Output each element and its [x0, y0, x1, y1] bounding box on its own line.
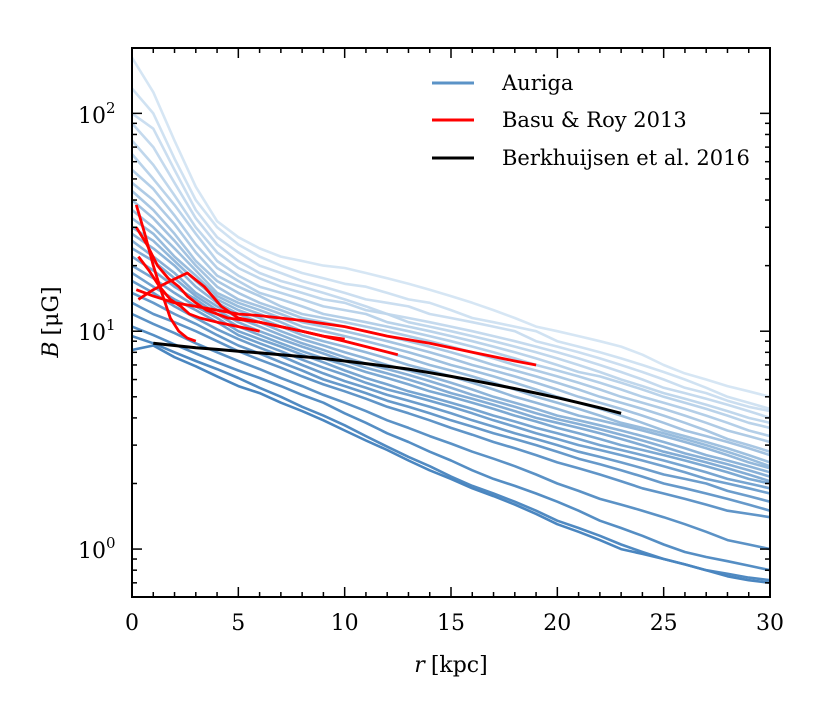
auriga-line: [132, 57, 770, 399]
legend-label-auriga: Auriga: [501, 71, 573, 95]
x-tick-labels: 0 5 10 15 20 25 30: [125, 611, 784, 636]
basu-roy-line: [134, 204, 197, 343]
legend-label-basu-roy: Basu & Roy 2013: [502, 108, 687, 132]
auriga-line: [132, 264, 770, 490]
auriga-line: [132, 168, 770, 438]
y-axis-label: B[μG]: [39, 286, 64, 358]
legend-label-berkhuijsen: Berkhuijsen et al. 2016: [502, 146, 750, 170]
auriga-line: [132, 312, 770, 551]
y-tick-label: 100: [78, 534, 116, 564]
x-tick-label: 15: [437, 611, 465, 636]
x-tick-label: 5: [231, 611, 245, 636]
auriga-line: [132, 344, 770, 585]
x-tick-label: 30: [756, 611, 784, 636]
auriga-line: [132, 139, 770, 425]
auriga-line: [132, 199, 770, 457]
x-tick-label: 25: [650, 611, 678, 636]
auriga-line: [132, 153, 770, 430]
auriga-line: [132, 325, 770, 572]
basu-roy-line: [137, 255, 260, 333]
y-tick-label: 101: [78, 316, 116, 346]
berkhuijsen-line: [153, 341, 622, 415]
y-tick-labels: 100 101 102: [78, 99, 116, 564]
auriga-line: [132, 217, 770, 468]
x-tick-label: 20: [543, 611, 571, 636]
auriga-line: [132, 208, 770, 464]
auriga-line: [132, 112, 770, 413]
x-tick-label: 0: [125, 611, 139, 636]
auriga-line: [132, 190, 770, 453]
y-tick-label: 102: [78, 99, 116, 129]
plot-frame: [131, 47, 771, 598]
basu-roy-line: [135, 288, 537, 367]
x-axis-label: r [kpc]: [414, 653, 487, 678]
berkhuijsen-series-group: [153, 341, 622, 415]
legend: Auriga Basu & Roy 2013 Berkhuijsen et al…: [432, 71, 750, 170]
x-tick-label: 10: [331, 611, 359, 636]
auriga-line: [132, 87, 770, 411]
auriga-series-group: [132, 57, 770, 585]
auriga-line: [132, 279, 770, 503]
auriga-line: [132, 271, 770, 495]
auriga-line: [132, 122, 770, 420]
basu-roy-series-group: [134, 204, 537, 367]
auriga-line: [132, 291, 770, 512]
auriga-line: [132, 247, 770, 483]
